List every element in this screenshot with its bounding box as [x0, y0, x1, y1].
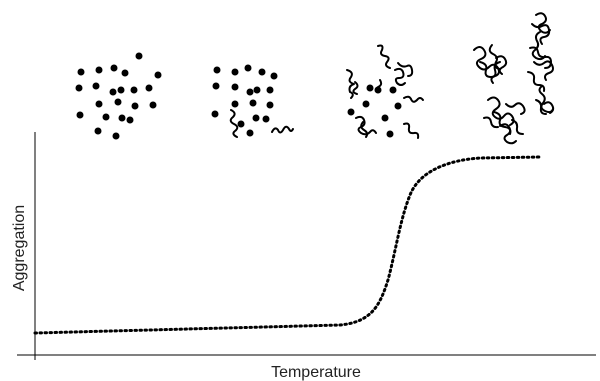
polymer-chain — [397, 62, 414, 77]
polymer-chain — [533, 60, 554, 81]
particle-dot — [149, 101, 157, 109]
particle-dot — [212, 82, 220, 90]
polymer-chain — [531, 23, 551, 45]
particle-dot — [92, 82, 100, 90]
particle-dot — [95, 66, 103, 74]
polymer-chain — [495, 55, 508, 75]
particle-dot — [253, 86, 261, 94]
polymer-chain — [352, 81, 359, 95]
particle-dot — [112, 132, 120, 140]
particle-dot — [117, 86, 125, 94]
particle-dot — [110, 64, 118, 72]
particle-dot — [366, 84, 374, 92]
polymer-chain — [535, 12, 551, 34]
polymer-chain — [505, 102, 526, 115]
particle-dot — [246, 129, 254, 137]
particle-dot — [213, 66, 221, 74]
particle-dot — [231, 68, 239, 76]
polymer-chain — [487, 96, 515, 126]
particle-dot — [246, 88, 254, 96]
polymer-chain — [483, 116, 499, 129]
particle-dot — [244, 64, 252, 72]
polymer-chain — [229, 109, 239, 138]
particle-dot — [394, 102, 402, 110]
particle-dot — [252, 114, 260, 122]
particle-dot — [237, 120, 245, 128]
particle-dot — [145, 84, 153, 92]
particle-dot — [135, 52, 143, 60]
particle-dot — [95, 100, 103, 108]
polymer-chain — [538, 85, 554, 114]
particle-dot — [102, 113, 110, 121]
stage-dispersed-particles — [75, 52, 162, 140]
polymer-chain — [377, 79, 383, 88]
polymer-chain — [527, 71, 546, 92]
stage-aggregated-network — [473, 12, 555, 145]
particle-dot — [75, 84, 83, 92]
particle-dot — [121, 69, 129, 77]
particle-dot — [270, 72, 278, 80]
particle-dot — [77, 68, 85, 76]
particle-dot — [118, 114, 126, 122]
particle-dot — [211, 110, 219, 118]
polymer-chain — [377, 44, 391, 69]
particle-dot — [347, 108, 355, 116]
particle-dot — [231, 100, 239, 108]
polymer-chain — [499, 123, 517, 145]
particle-dot — [381, 114, 389, 122]
particle-dot — [249, 99, 257, 107]
stage-particles-many-chains — [346, 44, 424, 139]
polymer-chain — [346, 69, 355, 99]
polymer-chain — [403, 122, 420, 139]
particle-dot — [231, 83, 239, 91]
polymer-chain — [511, 119, 524, 135]
particle-dot — [374, 86, 382, 94]
particle-dot — [262, 115, 270, 123]
particle-dot — [266, 86, 274, 94]
polymer-chain — [394, 67, 406, 86]
particle-dot — [109, 88, 117, 96]
aggregation-curve — [33, 155, 543, 335]
particle-dot — [114, 98, 122, 106]
particle-dot — [362, 100, 370, 108]
particle-dot — [94, 127, 102, 135]
stage-particles-few-chains — [211, 64, 294, 138]
polymer-chain — [493, 111, 512, 135]
particle-dot — [154, 71, 162, 79]
polymer-chain — [529, 46, 552, 69]
polymer-chain — [271, 125, 294, 134]
polymer-chain — [403, 95, 424, 103]
x-axis-label: Temperature — [271, 364, 361, 381]
particle-dot — [386, 130, 394, 138]
polymer-chain — [531, 31, 546, 61]
polymer-chain — [355, 115, 377, 136]
particle-dot — [258, 68, 266, 76]
particle-dot — [131, 102, 139, 110]
polymer-chain — [535, 99, 547, 115]
particle-dot — [126, 116, 134, 124]
polymer-chain — [360, 121, 369, 138]
polymer-chain — [543, 101, 555, 114]
y-axis-label: Aggregation — [11, 205, 28, 291]
particle-dot — [266, 101, 274, 109]
particle-dot — [76, 111, 84, 119]
particle-dot — [130, 86, 138, 94]
particle-dot — [389, 86, 397, 94]
